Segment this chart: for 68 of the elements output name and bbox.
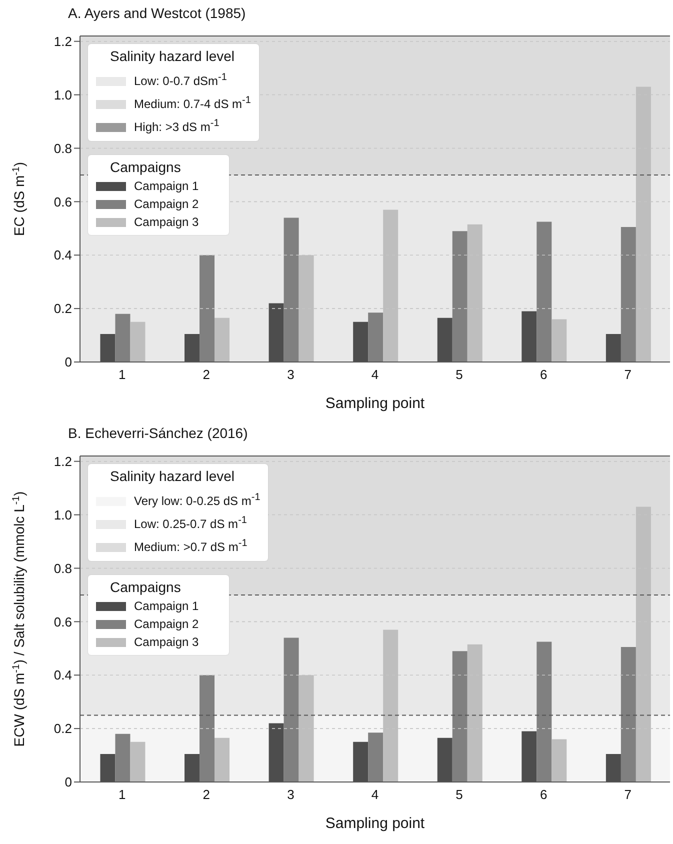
x-axis-title: Sampling point bbox=[325, 395, 426, 412]
y-tick-label: 0.4 bbox=[54, 248, 72, 263]
bar bbox=[452, 231, 468, 362]
bar bbox=[536, 222, 552, 362]
y-tick-label: 0.8 bbox=[54, 140, 72, 156]
bar bbox=[368, 312, 384, 362]
legend-label: Low: 0-0.7 dSm$^{-1}$ bbox=[134, 72, 227, 88]
annotation: High: >3 dS m$^{-1}$ bbox=[134, 118, 220, 134]
legend-label: Campaign 1 bbox=[133, 178, 199, 195]
bar bbox=[552, 739, 567, 782]
bar bbox=[452, 651, 468, 782]
legend-title: Campaigns bbox=[109, 579, 182, 595]
bar bbox=[214, 318, 230, 362]
bar bbox=[214, 738, 230, 782]
legend-label: Low: 0.25-0.7 dS m$^{-1}$ bbox=[134, 515, 247, 531]
y-tick-label: 0.6 bbox=[54, 614, 72, 630]
y-tick-label: 1.0 bbox=[54, 87, 72, 102]
x-tick-label: 6 bbox=[540, 787, 548, 802]
legend-label: Campaign 2 bbox=[133, 616, 199, 633]
x-tick-label: 3 bbox=[287, 367, 294, 382]
legend-label: Campaign 3 bbox=[133, 214, 199, 231]
x-tick-label: 6 bbox=[540, 367, 548, 382]
bar bbox=[552, 319, 567, 362]
y-tick-label: 0 bbox=[64, 354, 72, 370]
bar bbox=[115, 734, 130, 782]
y-tick-label: 0.4 bbox=[54, 668, 72, 683]
x-tick-label: 2 bbox=[202, 367, 210, 382]
x-tick-label: 7 bbox=[624, 367, 632, 382]
y-tick-label: 0.2 bbox=[54, 721, 72, 736]
y-tick-label: 0 bbox=[64, 774, 72, 790]
x-tick-label: 1 bbox=[118, 367, 126, 382]
annotation: Salinity hazard level bbox=[109, 468, 236, 484]
x-tick-label: 5 bbox=[456, 367, 463, 382]
y-tick-label: 1.2 bbox=[54, 454, 72, 469]
x-axis-title: Sampling point bbox=[325, 815, 426, 832]
x-tick-label: 5 bbox=[456, 787, 463, 802]
bar bbox=[536, 642, 552, 782]
chart-title: A. Ayers and Westcot (1985) bbox=[67, 4, 247, 23]
bar bbox=[620, 227, 636, 362]
x-tick-label: 4 bbox=[371, 367, 379, 382]
annotation: Salinity hazard level bbox=[109, 48, 236, 64]
chart-title: B. Echeverri-Sánchez (2016) bbox=[67, 424, 249, 443]
x-tick-label: 3 bbox=[287, 787, 294, 802]
y-tick-label: 1.2 bbox=[54, 34, 72, 49]
bar bbox=[130, 742, 146, 782]
bar bbox=[130, 322, 146, 362]
x-tick-label: 4 bbox=[371, 787, 379, 802]
legend-label: Very low: 0-0.25 dS m$^{-1}$ bbox=[134, 492, 260, 508]
legend-label: Campaign 1 bbox=[133, 598, 199, 615]
x-tick-label: 1 bbox=[118, 787, 126, 802]
bar bbox=[620, 647, 636, 782]
y-tick-label: 0.6 bbox=[54, 194, 72, 210]
bar bbox=[200, 675, 215, 782]
x-tick-label: 7 bbox=[624, 787, 632, 802]
bar bbox=[115, 314, 130, 362]
bar bbox=[284, 218, 299, 362]
y-tick-label: 1.0 bbox=[54, 507, 72, 522]
x-tick-label: 2 bbox=[202, 787, 210, 802]
y-tick-label: 0.2 bbox=[54, 301, 72, 316]
band-label: Medium: 0.7-4 dS m$^{-1}$ bbox=[134, 95, 251, 111]
legend-label: Campaign 3 bbox=[133, 634, 199, 651]
bar bbox=[368, 732, 384, 782]
legend-label: Campaign 2 bbox=[133, 196, 199, 213]
y-tick-label: 0.8 bbox=[54, 560, 72, 576]
bar bbox=[284, 638, 299, 782]
band-label: Medium: >0.7 dS m$^{-1}$ bbox=[134, 538, 248, 554]
bar bbox=[200, 255, 215, 362]
legend-title: Campaigns bbox=[109, 159, 182, 175]
